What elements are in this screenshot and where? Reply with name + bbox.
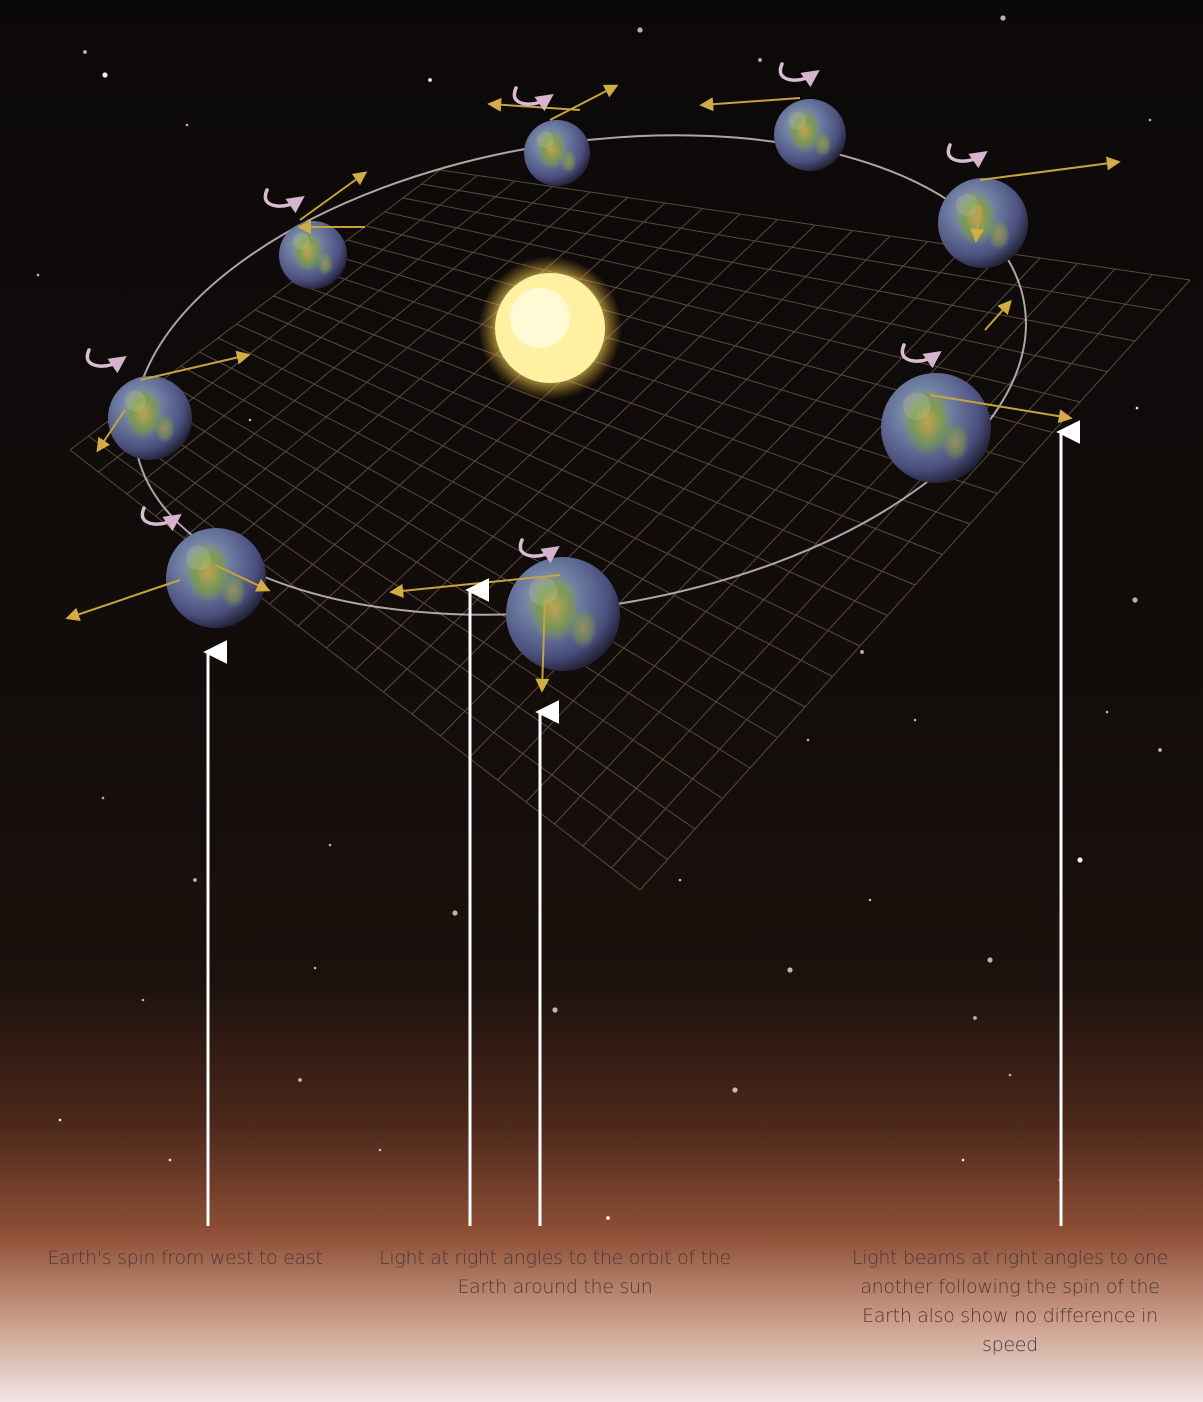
grid-line (639, 279, 1191, 891)
curved-spin-arrow-icon (140, 506, 182, 532)
grid-line (421, 183, 1163, 311)
star (1105, 710, 1109, 714)
caption-light-beams: Light beams at right angles to one anoth… (851, 1247, 1169, 1356)
curved-spin-arrow-icon (512, 86, 554, 112)
caption-light-orbit: Light at right angles to the orbit of th… (379, 1247, 731, 1298)
light-beam-arrow-icon (214, 564, 271, 592)
star (1132, 597, 1138, 603)
grid-line (611, 274, 1153, 869)
star (101, 796, 105, 800)
grid-line (354, 224, 816, 671)
star (141, 998, 145, 1002)
star (1158, 748, 1162, 752)
grid-line (554, 263, 1078, 825)
pointer-arrows (203, 420, 1081, 1226)
star (298, 1078, 302, 1082)
curved-spin-arrow-icon (900, 343, 942, 369)
earth-globe-icon (108, 376, 192, 460)
light-beam-arrow-icon (699, 97, 801, 112)
light-beam-arrow-icon (549, 84, 619, 121)
light-beams (65, 84, 1121, 693)
sun-icon (478, 256, 622, 400)
star (961, 1158, 965, 1162)
light-beam-arrow-icon (970, 204, 985, 243)
light-beam-arrow-icon (929, 394, 1073, 424)
grid-line (402, 197, 1136, 342)
light-beam-arrow-icon (979, 156, 1121, 181)
curved-spin-arrow-icon (263, 188, 305, 214)
star (987, 957, 993, 963)
earth-globe-icon (166, 528, 266, 628)
light-beam-arrow-icon (96, 409, 126, 453)
earth-globe-icon (506, 557, 620, 671)
earth-globe-icon (938, 178, 1028, 268)
grid-line (384, 211, 1108, 372)
earth-positions (108, 99, 1028, 671)
earth-globe-icon (881, 373, 991, 483)
grid-line (411, 235, 891, 715)
star-field (36, 15, 1162, 1220)
light-beam-arrow-icon (535, 599, 550, 693)
star (1000, 15, 1006, 21)
star (102, 72, 108, 78)
star (428, 78, 432, 82)
star (248, 418, 252, 422)
space-time-grid (69, 169, 1191, 891)
earth-globe-icon (774, 99, 846, 171)
star (1135, 406, 1139, 410)
star (637, 27, 643, 33)
star (58, 1118, 62, 1122)
star (1148, 118, 1152, 122)
light-beam-arrow-icon (984, 299, 1012, 331)
star (168, 1158, 172, 1162)
grid-line (525, 257, 1041, 803)
earth-globe-icon (279, 221, 347, 289)
curved-spin-arrow-icon (518, 538, 560, 564)
caption-earth-spin: Earth's spin from west to east (47, 1247, 323, 1269)
curved-spin-arrow-icon (946, 143, 988, 169)
star (913, 718, 917, 722)
star (678, 878, 682, 882)
grid-line (440, 241, 928, 737)
grid-line (497, 252, 1003, 781)
star (452, 910, 458, 916)
grid-line (310, 267, 998, 494)
star (732, 1087, 738, 1093)
star (193, 878, 197, 882)
earth-globe-icon (524, 120, 590, 186)
star (868, 898, 872, 902)
star (83, 50, 87, 54)
star (36, 273, 40, 277)
star (758, 58, 762, 62)
grid-line (273, 295, 943, 555)
star (860, 650, 864, 654)
star (806, 738, 810, 742)
star (185, 123, 189, 127)
grid-line (365, 225, 1081, 403)
grid-line (468, 246, 966, 759)
light-beam-arrow-icon (299, 171, 368, 221)
star (328, 843, 332, 847)
curved-spin-arrow-icon (778, 62, 820, 88)
star (606, 1216, 610, 1220)
star (378, 1148, 382, 1152)
star (552, 1007, 558, 1013)
star (1077, 857, 1083, 863)
curved-spin-arrow-icon (85, 348, 127, 374)
star (787, 967, 793, 973)
light-beam-arrow-icon (139, 350, 251, 381)
star (973, 1016, 977, 1020)
spin-arrows (85, 62, 988, 564)
grid-line (291, 281, 971, 525)
star (1008, 1073, 1012, 1077)
light-beam-arrow-icon (65, 579, 181, 622)
grid-line (582, 268, 1116, 847)
star (313, 966, 317, 970)
grid-line (439, 169, 1191, 281)
